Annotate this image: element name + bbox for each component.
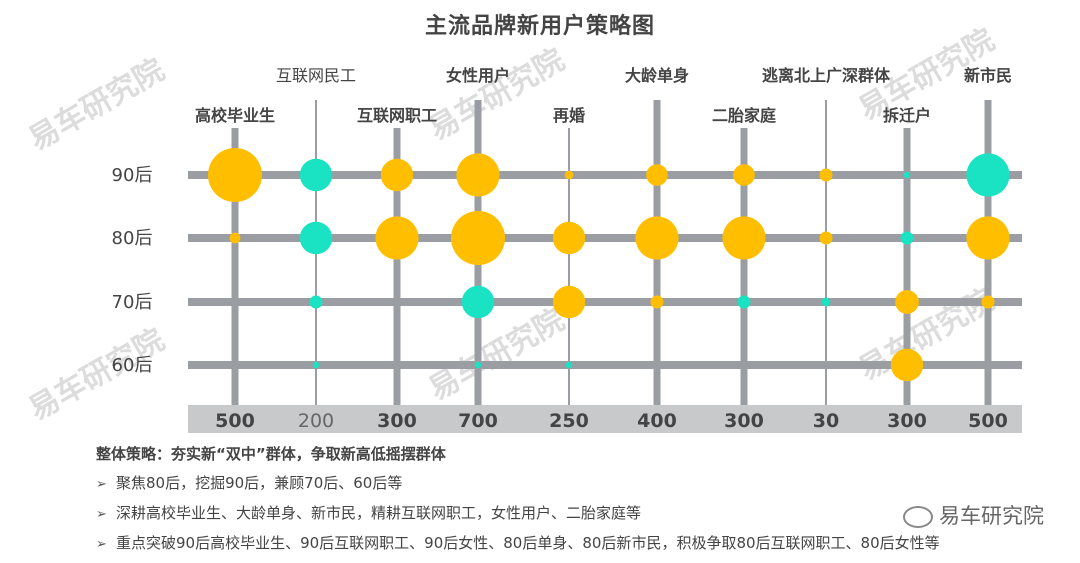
column-count-label: 200 — [298, 410, 334, 432]
column-label: 大龄单身 — [625, 66, 689, 85]
column-label: 二胎家庭 — [712, 106, 776, 125]
bubble-primary — [552, 285, 586, 319]
bubble-secondary — [900, 231, 914, 245]
bubble-secondary — [309, 295, 323, 309]
column-label: 互联网民工 — [276, 66, 356, 85]
column-count-label: 300 — [724, 410, 764, 432]
column-count-label: 30 — [813, 410, 839, 432]
bubble-primary — [895, 290, 919, 314]
bubble-primary — [722, 216, 766, 260]
bubble-secondary — [565, 361, 573, 369]
bubble-primary — [890, 348, 924, 382]
bubble-primary — [966, 216, 1010, 260]
bubble-primary — [564, 170, 574, 180]
strategy-item: ➢ 深耕高校毕业生、大龄单身、新市民，精耕互联网职工，女性用户、二胎家庭等 — [96, 498, 1056, 528]
bubble-secondary — [461, 285, 495, 319]
bubble-primary — [375, 216, 419, 260]
brand-logo: 易车研究院 — [903, 500, 1044, 530]
wechat-icon — [903, 506, 933, 528]
column-count-label: 400 — [637, 410, 677, 432]
bubble-primary — [819, 168, 833, 182]
bubble-secondary — [737, 295, 751, 309]
bubble-primary — [456, 153, 500, 197]
row-label: 80后 — [112, 228, 153, 249]
bubble-secondary — [299, 158, 333, 192]
bubble-primary — [229, 232, 241, 244]
bubble-primary — [451, 211, 505, 265]
row-label: 60后 — [112, 355, 153, 376]
bubble-primary — [380, 158, 414, 192]
column-count-label: 300 — [377, 410, 417, 432]
strategy-item-text: 聚焦80后，挖掘90后，兼顾70后、60后等 — [116, 474, 403, 492]
column-label: 互联网职工 — [357, 106, 437, 125]
column-count-label: 500 — [215, 410, 255, 432]
count-band — [188, 405, 1022, 433]
bubble-secondary — [821, 297, 831, 307]
bubble-primary — [733, 164, 755, 186]
bubble-secondary — [299, 221, 333, 255]
bubble-primary — [208, 148, 262, 202]
arrow-bullet-icon: ➢ — [96, 537, 107, 552]
brand-name: 易车研究院 — [939, 504, 1044, 528]
bubble-secondary — [312, 361, 320, 369]
column-label: 新市民 — [964, 66, 1012, 85]
strategy-item: ➢ 重点突破90后高校毕业生、90后互联网职工、90后女性、80后单身、80后新市… — [96, 528, 1056, 558]
row-label: 90后 — [112, 165, 153, 186]
strategy-section: 整体策略：夯实新“双中”群体，争取新高低摇摆群体 ➢ 聚焦80后，挖掘90后，兼顾… — [96, 440, 1056, 558]
bubble-primary — [819, 231, 833, 245]
strategy-item-text: 深耕高校毕业生、大龄单身、新市民，精耕互联网职工，女性用户、二胎家庭等 — [116, 504, 642, 522]
bubble-primary — [646, 164, 668, 186]
chart-title: 主流品牌新用户策略图 — [424, 14, 655, 39]
column-label: 拆迁户 — [883, 106, 931, 125]
bubble-primary — [650, 295, 664, 309]
arrow-bullet-icon: ➢ — [96, 507, 107, 522]
bubble-chart: 90后 80后 70后 60后 高校毕业生 500 互联网民工 200 互联网职工 300 女性用户… — [112, 66, 1022, 433]
bubble-primary — [981, 295, 995, 309]
bubble-secondary — [966, 153, 1010, 197]
column-count-label: 300 — [887, 410, 927, 432]
bubble-secondary — [903, 171, 911, 179]
column-label: 高校毕业生 — [195, 106, 275, 125]
arrow-bullet-icon: ➢ — [96, 477, 107, 492]
column-label: 逃离北上广深群体 — [762, 66, 891, 85]
column-label: 女性用户 — [446, 66, 510, 85]
column-label: 再婚 — [553, 106, 585, 125]
column-count-label: 700 — [458, 410, 498, 432]
column-count-label: 250 — [549, 410, 589, 432]
row-label: 70后 — [112, 292, 153, 313]
bubble-primary — [635, 216, 679, 260]
strategy-heading: 整体策略：夯实新“双中”群体，争取新高低摇摆群体 — [96, 445, 446, 463]
column-count-label: 500 — [968, 410, 1008, 432]
strategy-item-text: 重点突破90后高校毕业生、90后互联网职工、90后女性、80后单身、80后新市民… — [116, 534, 940, 552]
strategy-item: ➢ 聚焦80后，挖掘90后，兼顾70后、60后等 — [96, 468, 1056, 498]
bubble-secondary — [474, 361, 482, 369]
bubble-primary — [552, 221, 586, 255]
